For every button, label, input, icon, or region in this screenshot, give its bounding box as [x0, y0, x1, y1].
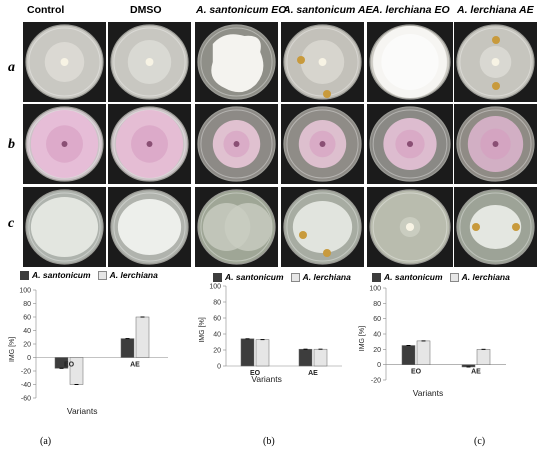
bar [401, 345, 416, 365]
panel-label-c: (c) [474, 436, 486, 447]
petri-dish-photo [454, 187, 537, 267]
bar [135, 316, 150, 358]
petri-dish-photo [195, 187, 278, 267]
x-axis-label: Variants [67, 406, 98, 416]
legend-swatch-lerchiana [290, 273, 300, 283]
panel-label-b: (b) [263, 436, 275, 447]
bar [313, 348, 328, 367]
category-label: AE [130, 362, 140, 369]
column-header-santonicum-ae: A. santonicum AE [283, 4, 373, 16]
bar-chart-a: -60 -40 -20 0 20 40 60 80 100 EO AE IMG [%] Variants [9, 288, 168, 416]
column-header-dmso: DMSO [130, 4, 162, 16]
legend-swatch-santonicum [213, 273, 222, 283]
legend-label-santonicum: A. santonicum [32, 270, 91, 280]
column-header-control: Control [27, 4, 65, 16]
y-axis-label: IMG [%] [9, 337, 16, 362]
bar [298, 348, 313, 367]
y-tick-label: 0 [377, 362, 381, 369]
extract-disc [323, 90, 331, 98]
y-tick-label: 20 [23, 342, 31, 349]
y-tick-label: 100 [209, 284, 221, 291]
row-label-c: c [8, 216, 15, 231]
extract-disc [492, 36, 500, 44]
y-axis-label: IMG [%] [359, 326, 366, 351]
petri-dish-photo [195, 104, 278, 184]
category-label: AE [471, 369, 481, 376]
y-tick-label: -40 [21, 382, 31, 389]
petri-dish-photo [367, 22, 453, 102]
petri-dish-photo [281, 187, 364, 267]
column-header-santonicum-eo: A. santonicum EO [196, 4, 287, 16]
bar [255, 339, 270, 367]
x-axis-label: Variants [251, 374, 282, 384]
petri-dish-photo [281, 104, 364, 184]
y-tick-label: 80 [213, 300, 221, 307]
column-header-lerchiana-ae: A. lerchiana AE [457, 4, 534, 16]
extract-disc [297, 56, 305, 64]
y-axis-label: IMG [%] [199, 317, 206, 342]
legend-b: A. santonicum A. lerchiana [213, 272, 351, 283]
petri-dish-photo [23, 104, 106, 184]
legend-swatch-lerchiana [97, 271, 107, 281]
legend-swatch-lerchiana [449, 273, 459, 283]
y-tick-label: 20 [213, 348, 221, 355]
y-tick-label: 40 [23, 328, 31, 335]
y-tick-label: 60 [373, 316, 381, 323]
petri-dish-photo [195, 22, 278, 102]
category-label: EO [64, 362, 75, 369]
y-tick-label: -60 [21, 396, 31, 403]
bar-chart-b: 0 20 40 60 80 100 EO AE IMG [%] Variants [199, 284, 342, 384]
petri-dish-photo [454, 104, 537, 184]
petri-dish-photo [23, 187, 106, 267]
legend-swatch-santonicum [372, 273, 381, 283]
extract-disc [512, 223, 520, 231]
row-label-b: b [8, 137, 15, 152]
column-header-lerchiana-eo: A. lerchiana EO [372, 4, 450, 16]
legend-swatch-santonicum [20, 271, 29, 281]
bar [476, 349, 491, 365]
legend-label-santonicum: A. santonicum [225, 272, 284, 282]
y-tick-label: 40 [373, 332, 381, 339]
y-tick-label: -20 [21, 369, 31, 376]
y-tick-label: 80 [373, 301, 381, 308]
legend-label-santonicum: A. santonicum [384, 272, 443, 282]
legend-label-lerchiana: A. lerchiana [109, 270, 158, 280]
extract-disc [299, 231, 307, 239]
extract-disc [492, 82, 500, 90]
petri-dish-photo [281, 22, 364, 102]
legend-label-lerchiana: A. lerchiana [461, 272, 510, 282]
extract-disc [323, 249, 331, 257]
y-tick-label: 0 [27, 355, 31, 362]
petri-dish-photo [108, 22, 191, 102]
y-tick-label: -20 [371, 378, 381, 385]
bar [240, 338, 255, 367]
x-axis-label: Variants [413, 388, 444, 398]
category-label: AE [308, 370, 318, 377]
bar-chart-c: -20 0 20 40 60 80 100 EO AE IMG [%] Variants [359, 286, 506, 398]
legend-label-lerchiana: A. lerchiana [302, 272, 351, 282]
bar [416, 340, 431, 365]
petri-dish-photo [367, 187, 453, 267]
y-tick-label: 100 [19, 288, 31, 295]
category-label: EO [250, 370, 261, 377]
panel-label-a: (a) [40, 436, 52, 447]
petri-dish-photo [108, 187, 191, 267]
category-label: EO [411, 369, 422, 376]
y-tick-label: 100 [369, 286, 381, 293]
legend-a: A. santonicum A. lerchiana [20, 270, 158, 281]
extract-disc [472, 223, 480, 231]
y-tick-label: 80 [23, 301, 31, 308]
y-tick-label: 60 [23, 315, 31, 322]
bar [120, 338, 135, 358]
legend-c: A. santonicum A. lerchiana [372, 272, 510, 283]
y-tick-label: 60 [213, 316, 221, 323]
petri-dish-photo [454, 22, 537, 102]
y-tick-label: 40 [213, 332, 221, 339]
petri-dish-photo [367, 104, 453, 184]
row-label-a: a [8, 60, 15, 75]
petri-dish-photo [108, 104, 191, 184]
y-tick-label: 20 [373, 347, 381, 354]
y-tick-label: 0 [217, 364, 221, 371]
petri-dish-photo [23, 22, 106, 102]
